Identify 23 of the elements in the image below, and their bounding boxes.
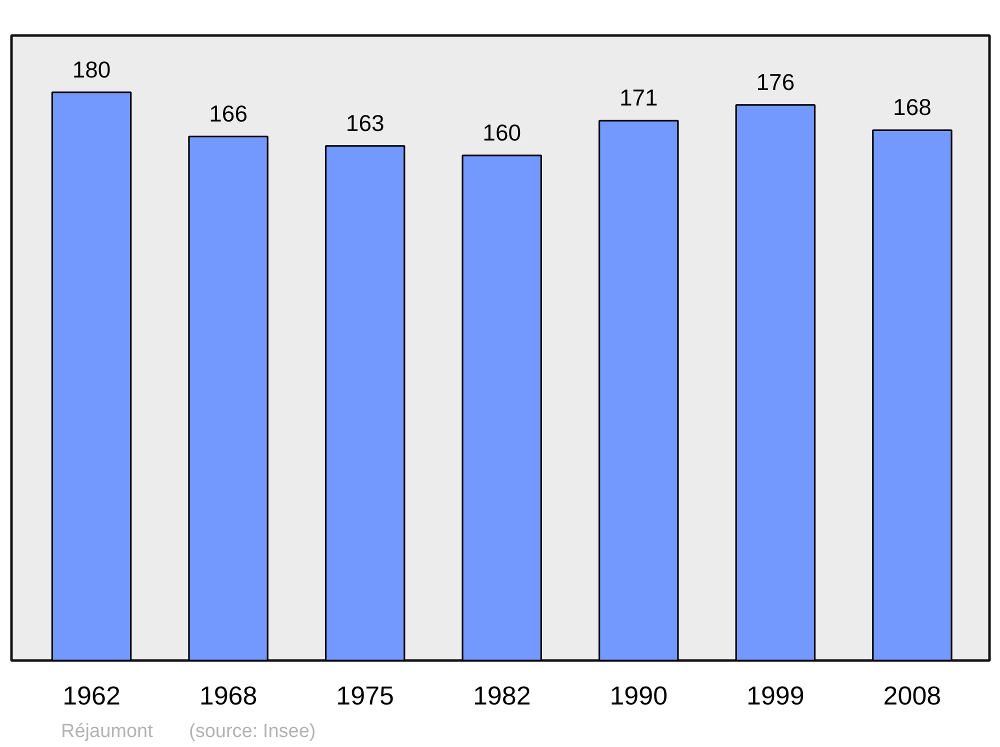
data-label: 160 bbox=[482, 119, 522, 146]
bar bbox=[598, 120, 679, 660]
data-label: 171 bbox=[619, 84, 658, 111]
bar bbox=[872, 129, 952, 660]
data-label: 163 bbox=[346, 110, 384, 136]
x-tick-label: 2008 bbox=[883, 680, 942, 710]
bar bbox=[51, 92, 132, 660]
x-tick-label: 1968 bbox=[199, 680, 258, 710]
bar bbox=[188, 136, 268, 660]
data-label: 168 bbox=[893, 94, 932, 120]
x-tick-label: 1962 bbox=[62, 680, 120, 710]
bar bbox=[462, 154, 542, 660]
text: Réjaumont bbox=[61, 720, 153, 744]
data-label: 166 bbox=[209, 100, 248, 127]
x-tick-label: 1990 bbox=[610, 680, 668, 710]
bar bbox=[324, 145, 406, 660]
x-tick-label: 1982 bbox=[472, 680, 531, 710]
x-tick-label: 1999 bbox=[746, 680, 804, 710]
data-label: 180 bbox=[72, 56, 111, 82]
x-tick-label: 1975 bbox=[336, 680, 394, 710]
bar bbox=[735, 104, 816, 660]
text: (source: Insee) bbox=[189, 720, 316, 744]
data-label: 176 bbox=[756, 68, 795, 95]
